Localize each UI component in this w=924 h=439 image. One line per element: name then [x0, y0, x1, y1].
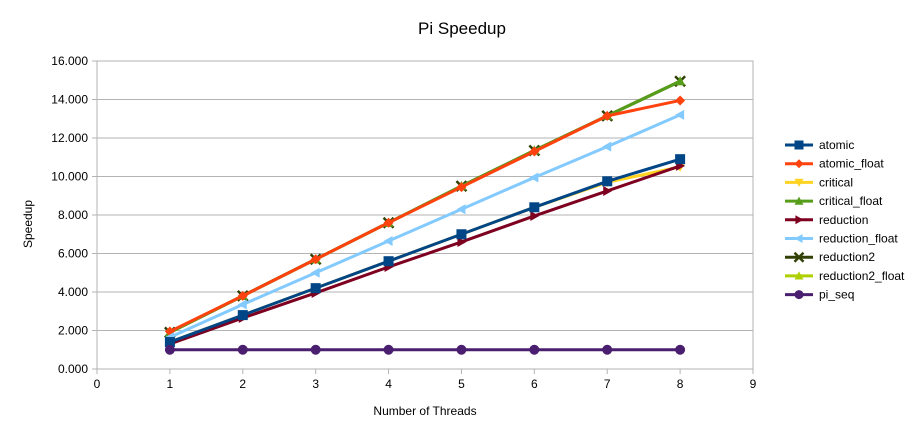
legend-label: critical: [819, 175, 853, 189]
y-tick-label: 4.000: [58, 285, 88, 299]
data-point-atomic: [456, 229, 467, 240]
x-tick-label: 1: [167, 377, 174, 391]
y-tick-label: 14.000: [51, 93, 88, 107]
legend-marker: [794, 159, 804, 169]
x-tick-label: 5: [458, 377, 465, 391]
x-tick-label: 9: [750, 377, 757, 391]
series-line-reduction_float: [168, 113, 682, 339]
legend-marker: [793, 251, 805, 263]
series-line-reduction: [168, 164, 682, 346]
data-point-atomic_float: [310, 254, 321, 265]
y-tick-label: 10.000: [51, 170, 88, 184]
legend-label: atomic_float: [819, 157, 884, 171]
data-point-pi_seq: [310, 344, 321, 355]
data-point-reduction: [603, 185, 613, 196]
legend-marker: [794, 234, 803, 243]
series-line-atomic_float: [168, 98, 682, 333]
data-point-atomic: [602, 176, 613, 187]
legend-marker: [794, 140, 804, 150]
data-point-atomic_float: [602, 110, 613, 121]
y-tick-label: 8.000: [58, 208, 88, 222]
x-tick-label: 0: [94, 377, 101, 391]
data-point-reduction: [457, 236, 467, 247]
y-tick-label: 2.000: [58, 324, 88, 338]
x-tick-label: 3: [312, 377, 319, 391]
y-tick-label: 16.000: [51, 54, 88, 68]
data-point-atomic_float: [237, 290, 248, 301]
legend-marker: [795, 215, 804, 225]
plot-frame: [96, 60, 754, 370]
data-point-reduction_float: [675, 109, 685, 120]
legend-label: reduction2_float: [819, 269, 905, 283]
legend-label: critical_float: [819, 194, 883, 208]
data-point-reduction_float: [529, 172, 539, 183]
data-point-atomic: [383, 256, 394, 267]
data-point-atomic: [675, 154, 686, 165]
x-tick-label: 4: [385, 377, 392, 391]
data-point-atomic: [529, 202, 540, 213]
data-point-atomic_float: [529, 146, 540, 157]
data-point-atomic_float: [675, 95, 686, 106]
data-point-pi_seq: [602, 344, 613, 355]
y-tick-label: 12.000: [51, 131, 88, 145]
legend-marker: [794, 290, 804, 300]
data-point-reduction_float: [237, 299, 247, 310]
data-point-atomic_float: [383, 217, 394, 228]
x-tick-label: 2: [239, 377, 246, 391]
data-point-atomic_float: [456, 182, 467, 193]
legend-label: reduction: [819, 213, 868, 227]
chart-title: Pi Speedup: [418, 19, 506, 38]
data-point-atomic: [310, 283, 321, 294]
legend-marker: [794, 196, 804, 205]
data-point-critical_float: [675, 76, 686, 86]
data-point-pi_seq: [529, 344, 540, 355]
data-point-atomic: [237, 310, 248, 321]
x-tick-label: 6: [531, 377, 538, 391]
data-point-reduction_float: [456, 204, 466, 215]
data-point-atomic: [164, 337, 175, 348]
data-point-reduction_float: [310, 267, 320, 278]
x-tick-label: 8: [677, 377, 684, 391]
data-point-reduction: [530, 210, 540, 221]
data-point-pi_seq: [456, 344, 467, 355]
data-point-pi_seq: [237, 344, 248, 355]
legend-marker: [794, 271, 804, 280]
legend-label: reduction2: [819, 250, 875, 264]
series-line-atomic: [168, 157, 682, 344]
y-tick-label: 0.000: [58, 362, 88, 376]
data-point-reduction_float: [383, 235, 393, 246]
legend-label: atomic: [819, 138, 854, 152]
legend-marker: [794, 178, 804, 187]
y-tick-label: 6.000: [58, 247, 88, 261]
legend-label: pi_seq: [819, 288, 854, 302]
data-point-reduction_float: [602, 141, 612, 152]
x-axis-label: Number of Threads: [373, 404, 477, 418]
data-point-pi_seq: [675, 344, 686, 355]
data-point-pi_seq: [164, 344, 175, 355]
data-point-pi_seq: [383, 344, 394, 355]
legend-label: reduction_float: [819, 232, 898, 246]
x-tick-label: 7: [604, 377, 611, 391]
